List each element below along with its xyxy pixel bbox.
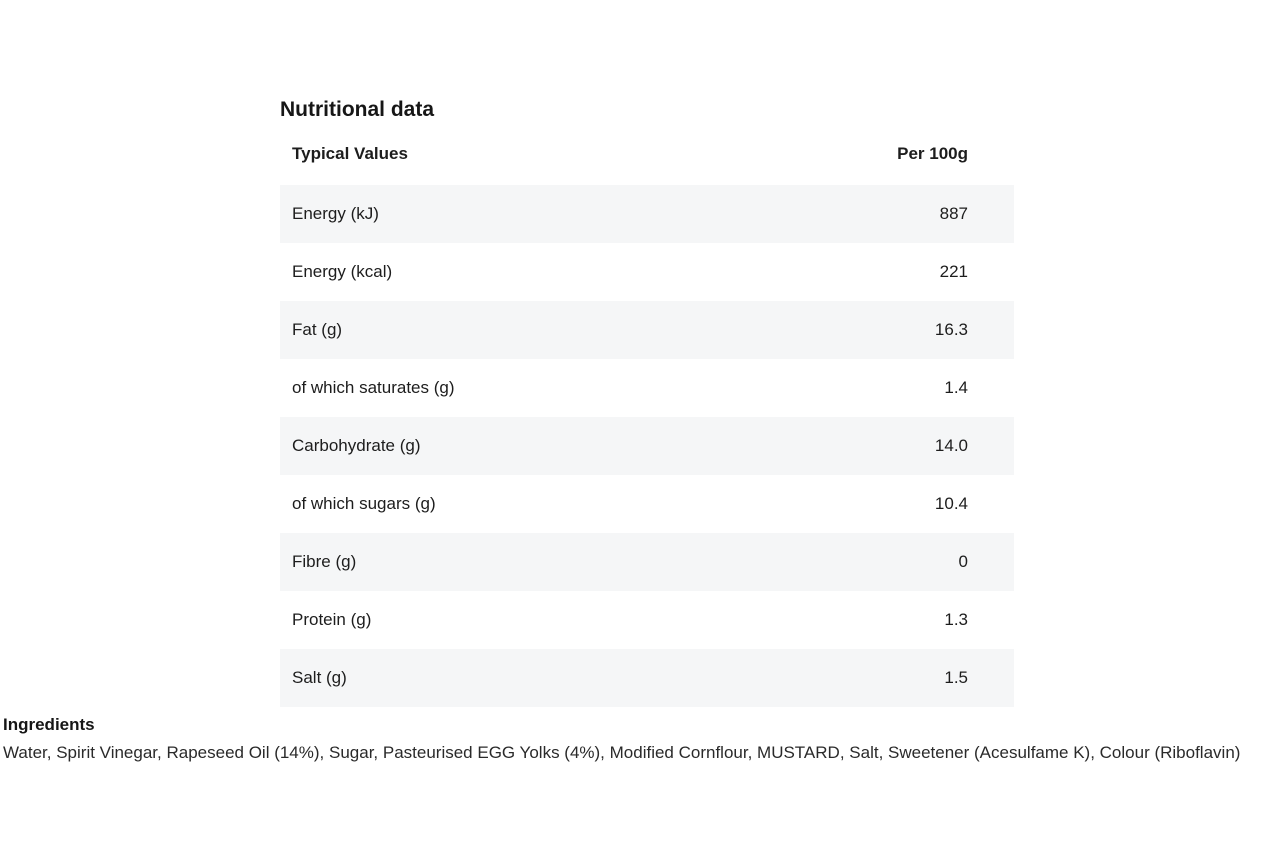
row-label: Fat (g) <box>292 320 343 339</box>
row-value: 16.3 <box>934 320 968 339</box>
row-label: of which sugars (g) <box>292 494 436 513</box>
ingredients-heading: Ingredients <box>3 715 95 734</box>
ingredients-section: Ingredients Water, Spirit Vinegar, Rapes… <box>3 714 1277 764</box>
nutrition-section: Nutritional data Typical Values Per 100g… <box>280 97 1014 707</box>
row-value: 887 <box>939 204 968 223</box>
table-row: Energy (kcal) 221 <box>280 243 1014 301</box>
table-body: Energy (kJ) 887 Energy (kcal) 221 Fat (g) 16.… <box>280 185 1014 707</box>
row-label: Fibre (g) <box>292 552 357 571</box>
table-header-row: Typical Values Per 100g <box>280 123 1014 185</box>
row-value: 0 <box>958 552 968 571</box>
table-row: Carbohydrate (g) 14.0 <box>280 417 1014 475</box>
table-row: Protein (g) 1.3 <box>280 591 1014 649</box>
row-value: 14.0 <box>934 436 968 455</box>
table-row: Energy (kJ) 887 <box>280 185 1014 243</box>
ingredients-text: Water, Spirit Vinegar, Rapeseed Oil (14%… <box>3 743 1241 762</box>
table-header-label: Typical Values <box>292 144 408 163</box>
row-value: 1.3 <box>944 610 968 629</box>
row-value: 10.4 <box>934 494 968 513</box>
row-label: Salt (g) <box>292 668 347 687</box>
row-label: Protein (g) <box>292 610 372 629</box>
row-label: Carbohydrate (g) <box>292 436 421 455</box>
nutrition-title: Nutritional data <box>280 98 435 121</box>
row-value: 1.4 <box>944 378 968 397</box>
table-header-value: Per 100g <box>897 144 968 163</box>
nutrition-table: Typical Values Per 100g Energy (kJ) 887 En… <box>280 123 1014 707</box>
row-label: of which saturates (g) <box>292 378 455 397</box>
table-row: Fibre (g) 0 <box>280 533 1014 591</box>
row-label: Energy (kcal) <box>292 262 393 281</box>
table-row: Salt (g) 1.5 <box>280 649 1014 707</box>
row-label: Energy (kJ) <box>292 204 379 223</box>
table-row: of which sugars (g) 10.4 <box>280 475 1014 533</box>
table-row: of which saturates (g) 1.4 <box>280 359 1014 417</box>
row-value: 221 <box>939 262 968 281</box>
row-value: 1.5 <box>944 668 968 687</box>
table-row: Fat (g) 16.3 <box>280 301 1014 359</box>
